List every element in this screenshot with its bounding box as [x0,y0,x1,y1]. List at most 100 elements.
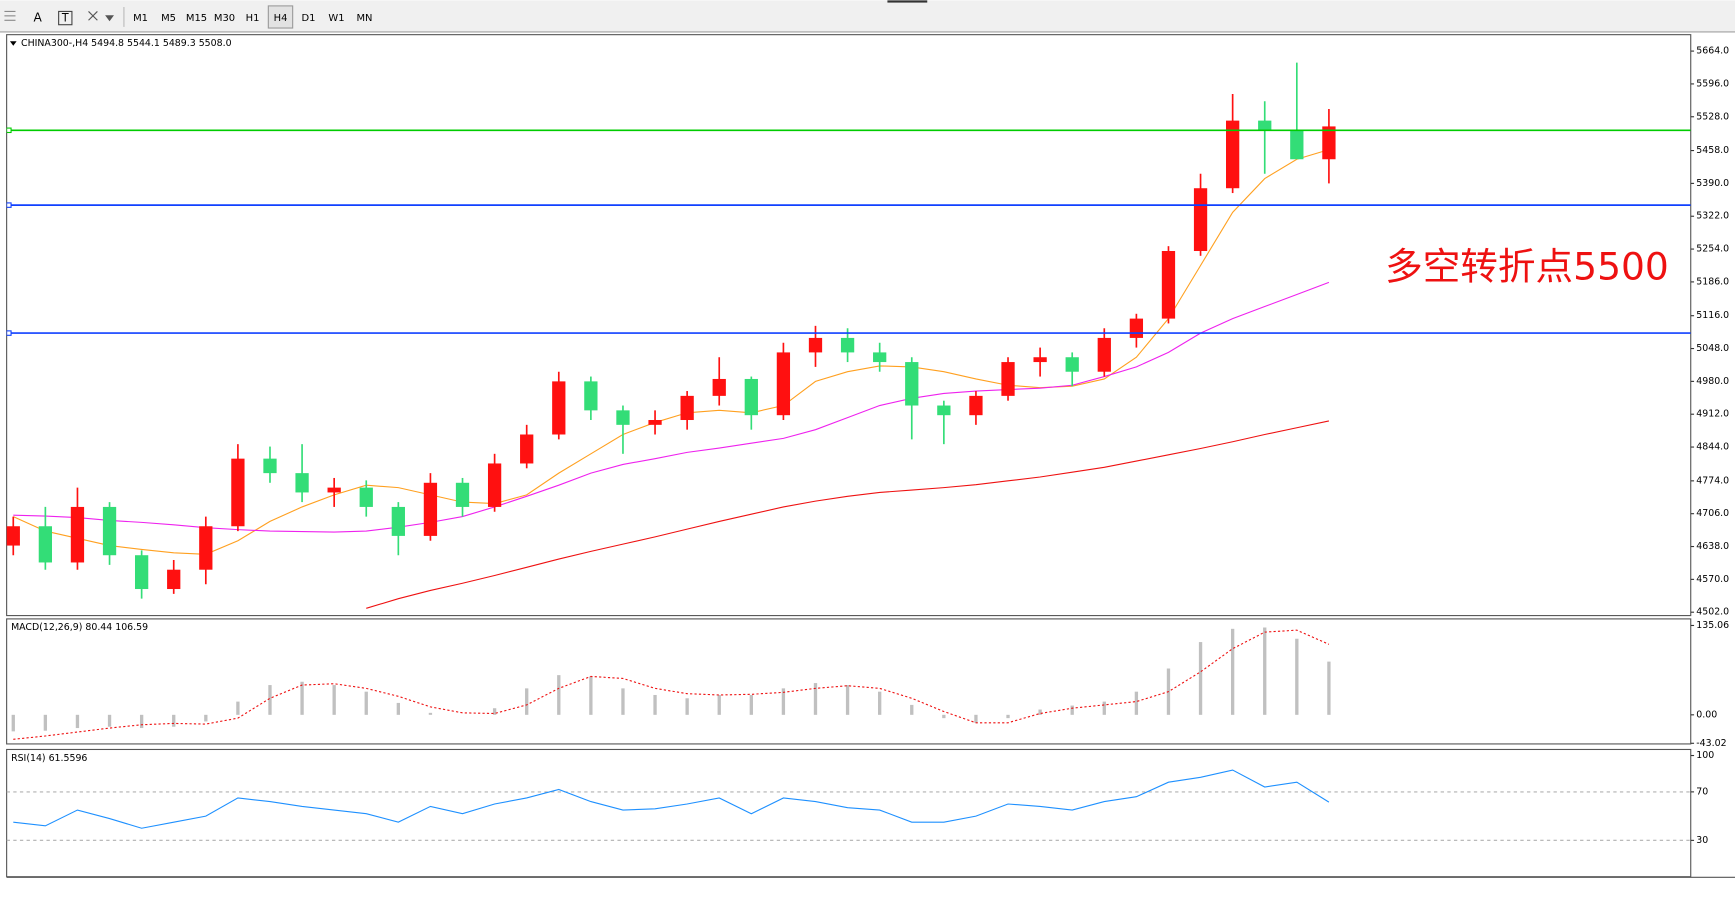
y-tick-label: 70 [1696,786,1708,797]
candle-body [102,506,117,556]
candle-body [744,378,758,416]
x-tick-label: 23 Nov 05:00 [711,882,774,893]
macd-bar [910,704,914,715]
y-tick-label: 5322.0 [1696,211,1729,222]
candle-body [391,506,405,536]
toolbar-grip [4,10,16,21]
candle-body [70,506,85,563]
x-tick-label: 14 Sep 2020 [6,882,66,893]
y-tick-label: 5528.0 [1696,111,1729,122]
candle-body [680,395,694,421]
x-tick-label: 14 Oct 05:00 [262,882,323,893]
candle-body [584,381,598,411]
panel-title: RSI(14) 61.5596 [11,753,87,764]
macd-bar [1134,691,1139,715]
macd-bar [43,714,48,731]
candle-body [1322,126,1336,160]
x-tick-label: 13 Jan 05:00 [1289,882,1348,893]
candle-body [776,352,791,416]
panel-macd: 135.06 0.00 -43.02 MACD(12,26,9) 80.44 106.… [6,618,1729,749]
candle-body [552,381,566,435]
timeframe-button[interactable]: W1 [328,13,344,24]
objects-tool[interactable] [88,11,114,22]
candle-body [167,569,181,590]
label-tool-box[interactable] [58,10,73,26]
panel-title: CHINA300-,H4 5494.8 5544.1 5489.3 5508.0 [21,38,232,49]
y-tick-label: 4638.0 [1696,541,1729,552]
candle-body [873,352,887,363]
x-tick-label: 24 Sep 05:00 [134,882,197,893]
macd-bar [974,714,978,723]
tab-indicator [887,0,928,3]
y-tick-label: 100 [1696,750,1714,761]
y-tick-label: 135.06 [1696,620,1729,631]
candle-body [423,482,438,536]
macd-bar [1263,627,1267,715]
candle-body [295,473,309,493]
y-tick-label: 4502.0 [1696,607,1729,618]
y-tick-label: 0.00 [1696,709,1717,720]
macd-bar [332,685,336,715]
plot-area [6,769,1691,841]
y-tick-label: 4570.0 [1696,574,1729,585]
candle-body [1097,337,1111,372]
x-tick-label: 25 Dec 05:00 [1097,882,1160,893]
plot-area: 5500.0 5345.0 5080.0 14 Sep 2020 18 Sep 05:0… [6,62,1733,893]
timeframe-button[interactable]: D1 [302,13,316,24]
candle-body [199,526,213,570]
timeframe-button[interactable]: M5 [161,13,176,24]
macd-bar [878,691,882,715]
timeframe-button[interactable]: MN [356,13,372,24]
y-tick-label: 4774.0 [1696,475,1729,486]
macd-bar [300,681,304,715]
x-tick-label: 20 Oct 05:00 [326,882,387,893]
y-tick-label: 5664.0 [1696,46,1729,57]
x-tick-label: 9 Dec 05:00 [904,882,961,893]
macd-bar [942,714,946,719]
candle-body [1065,357,1079,372]
candle-body [1001,362,1015,396]
timeframe-button[interactable]: M1 [133,13,148,24]
macd-bar [845,685,850,715]
y-tick-label: 5596.0 [1696,78,1729,89]
label-tool[interactable]: T [61,12,69,25]
macd-bar [1070,705,1074,715]
y-tick-label: 5048.0 [1696,343,1729,354]
macd-bar [428,712,433,715]
toolbar: A T M1 M5 M15 M30 H1 H4 D1 W1 MN [0,0,1735,33]
level-label-bg [1694,200,1733,211]
timeframe-button[interactable]: M15 [186,13,207,24]
annotation: 多空转折点5500 [1385,245,1669,289]
plots: 5500.0 5345.0 5080.0 14 Sep 2020 18 Sep 05:0… [6,34,1735,893]
x-tick-label: 27 Nov 05:00 [776,882,839,893]
timeframe-button[interactable]: H4 [274,13,288,24]
y-tick-label: 30 [1696,835,1708,846]
candle-body [263,458,277,474]
rsi-line [13,769,1330,829]
x-tick-label: 15 Dec 05:00 [968,882,1031,893]
macd-bar [557,675,561,715]
candle-body [231,458,245,527]
macd-bar [525,688,529,715]
candle-body [1033,357,1047,363]
level-label: 5080.0 [1696,328,1729,339]
x-tick-label: 18 Sep 05:00 [70,882,133,893]
macd-bar [1295,638,1299,715]
macd-bar [11,714,15,732]
moving-average [366,420,1330,609]
candle-body [359,487,373,507]
timeframe-button[interactable]: H1 [246,13,260,24]
candle-body [1161,251,1176,319]
candle-body [712,378,726,396]
x-tick-label: 30 Oct 05:00 [455,882,516,893]
macd-bar [749,694,753,715]
candle-body [808,337,823,353]
candle-body [648,420,662,425]
candle-body [455,482,470,507]
y-tick-label: 5186.0 [1696,276,1729,287]
x-tick-label: 30 Sep 05:00 [198,882,261,893]
text-tool[interactable]: A [33,11,42,25]
macd-bar [107,714,112,727]
timeframe-button[interactable]: M30 [214,13,235,24]
panel-frame [6,34,1692,617]
